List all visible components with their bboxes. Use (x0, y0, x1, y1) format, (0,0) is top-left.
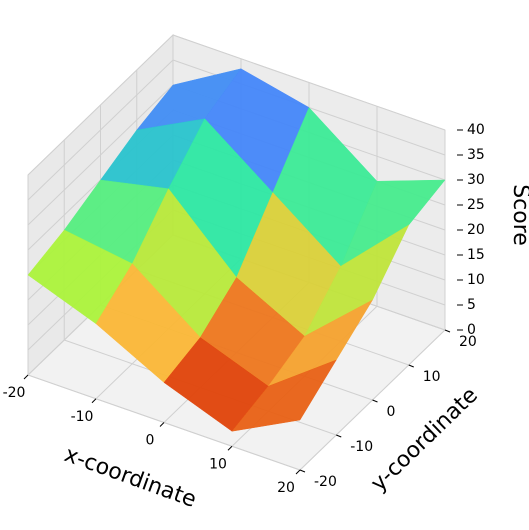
y-tick (408, 364, 414, 368)
x-axis-label: x-coordinate (61, 442, 200, 513)
grid-line (27, 59, 174, 201)
x-tick-label: 10 (209, 456, 227, 472)
z-tick-label: 10 (467, 272, 485, 288)
y-tick (299, 469, 306, 473)
x-tick-label: -20 (3, 385, 26, 401)
grid-line (27, 34, 174, 176)
y-tick (372, 399, 378, 403)
z-tick-label: 25 (467, 197, 485, 213)
z-tick-label: 20 (467, 222, 485, 238)
z-axis-label: Score (508, 184, 529, 246)
z-tick-label: 40 (467, 122, 485, 138)
z-tick-label: 35 (467, 147, 485, 163)
y-tick (336, 434, 342, 438)
surface (27, 68, 446, 432)
surface-patch (231, 359, 337, 432)
y-tick (444, 329, 451, 333)
y-tick-label: 10 (423, 369, 441, 385)
z-tick-label: 15 (467, 247, 485, 263)
grid-line (172, 34, 446, 131)
x-tick-label: 0 (146, 433, 155, 449)
y-tick-label: -20 (314, 474, 337, 490)
x-tick-label: -10 (71, 409, 94, 425)
x-tick-label: 20 (277, 480, 295, 496)
x-tick (295, 469, 301, 475)
y-axis-label: y-coordinate (366, 383, 483, 497)
z-tick-label: 0 (467, 322, 476, 338)
x-tick (227, 445, 233, 451)
grid-line (27, 84, 174, 226)
x-tick (91, 398, 97, 404)
z-tick-label: 30 (467, 172, 485, 188)
x-tick (23, 374, 29, 380)
y-tick-label: 0 (387, 404, 396, 420)
y-tick-label: -10 (350, 439, 373, 455)
x-tick (159, 422, 165, 427)
y-tick-label: 20 (459, 334, 477, 350)
z-tick-label: 5 (467, 297, 476, 313)
